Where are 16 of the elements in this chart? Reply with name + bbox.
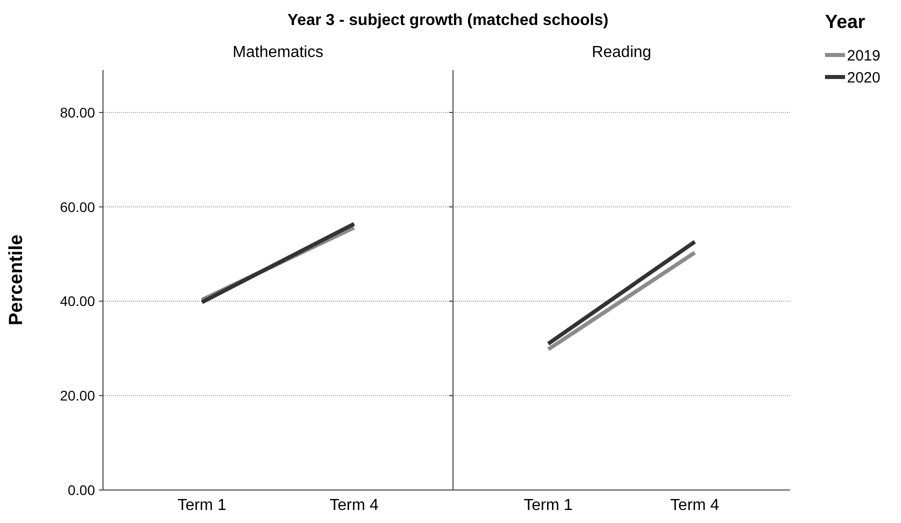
x-tick-label: Term 4	[670, 497, 720, 514]
x-tick-label: Term 1	[524, 497, 573, 514]
x-tick-label: Term 4	[330, 497, 379, 514]
chart-subtitle: Reading	[592, 44, 652, 61]
legend-label: 2020	[847, 69, 880, 86]
legend-title: Year	[825, 12, 866, 33]
x-tick-label: Term 1	[177, 497, 226, 514]
y-tick-label: 40.00	[60, 293, 96, 310]
y-tick-label: 0.00	[68, 482, 96, 498]
legend-label: 2019	[847, 47, 880, 64]
y-tick-label: 20.00	[60, 388, 96, 404]
y-tick-label: 60.00	[60, 198, 96, 215]
y-tick-label: 80.00	[60, 104, 96, 120]
y-axis-title: Percentile	[6, 234, 27, 326]
chart-title: Year 3 - subject growth (matched schools)	[288, 12, 608, 29]
chart-subtitle: Mathematics	[232, 44, 324, 61]
